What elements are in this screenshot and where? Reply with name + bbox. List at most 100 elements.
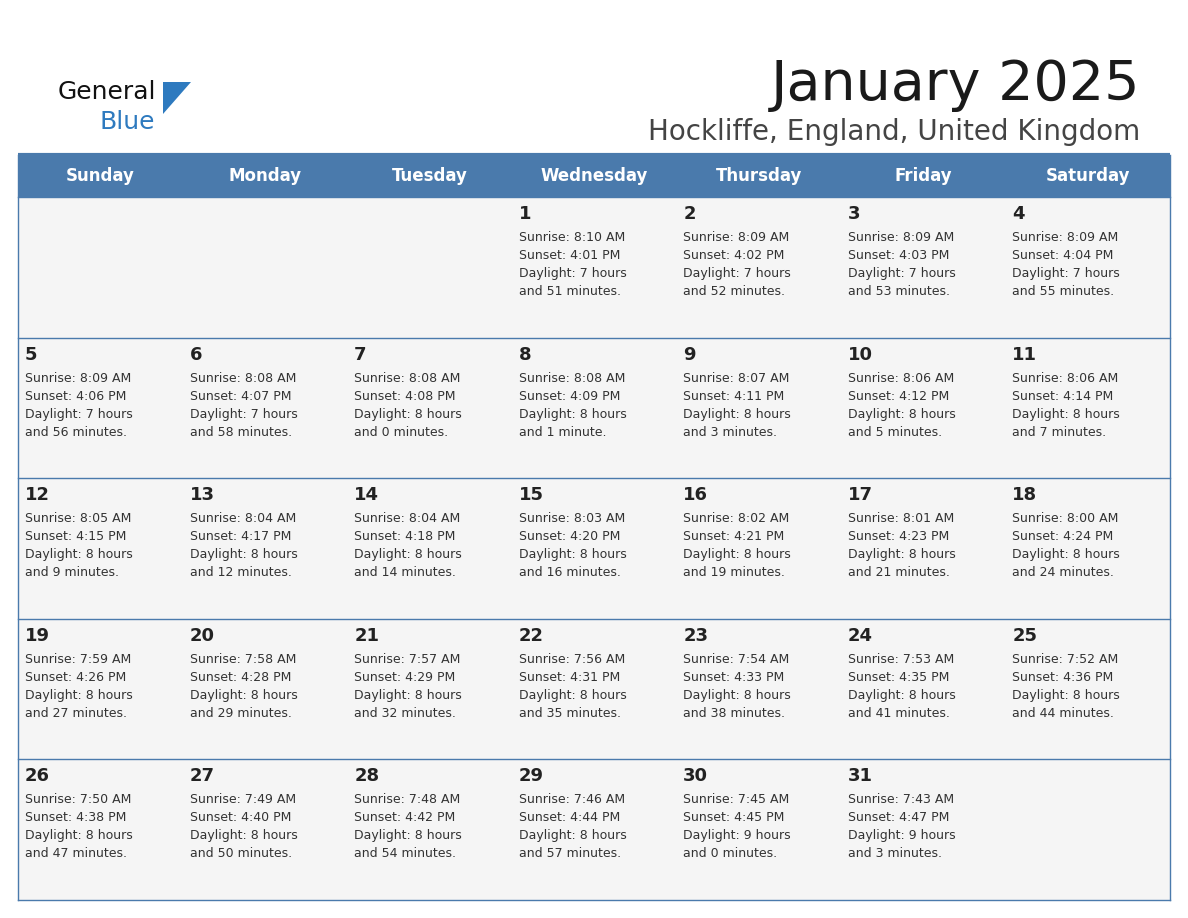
Text: Sunset: 4:08 PM: Sunset: 4:08 PM — [354, 389, 456, 403]
Text: Daylight: 8 hours: Daylight: 8 hours — [848, 548, 955, 561]
Bar — [1005, 338, 1170, 478]
Text: and 58 minutes.: and 58 minutes. — [190, 426, 292, 439]
Text: Sunrise: 7:52 AM: Sunrise: 7:52 AM — [1012, 653, 1119, 666]
Text: Daylight: 8 hours: Daylight: 8 hours — [354, 688, 462, 701]
Text: Sunrise: 7:46 AM: Sunrise: 7:46 AM — [519, 793, 625, 806]
Text: and 21 minutes.: and 21 minutes. — [848, 566, 949, 579]
Text: and 35 minutes.: and 35 minutes. — [519, 707, 620, 720]
Text: Sunset: 4:45 PM: Sunset: 4:45 PM — [683, 812, 784, 824]
Bar — [512, 478, 676, 619]
Text: Sunset: 4:23 PM: Sunset: 4:23 PM — [848, 531, 949, 543]
Text: 9: 9 — [683, 345, 696, 364]
Text: 28: 28 — [354, 767, 379, 786]
Text: Daylight: 8 hours: Daylight: 8 hours — [190, 829, 297, 843]
Text: Sunset: 4:06 PM: Sunset: 4:06 PM — [25, 389, 126, 403]
Text: 30: 30 — [683, 767, 708, 786]
Text: 23: 23 — [683, 627, 708, 644]
Text: Sunset: 4:26 PM: Sunset: 4:26 PM — [25, 671, 126, 684]
Text: Sunrise: 8:10 AM: Sunrise: 8:10 AM — [519, 231, 625, 244]
Text: Blue: Blue — [100, 110, 156, 134]
Text: Daylight: 8 hours: Daylight: 8 hours — [190, 688, 297, 701]
Text: Thursday: Thursday — [715, 167, 802, 185]
Text: Sunrise: 8:04 AM: Sunrise: 8:04 AM — [190, 512, 296, 525]
Bar — [183, 478, 347, 619]
Text: 18: 18 — [1012, 487, 1037, 504]
Text: and 50 minutes.: and 50 minutes. — [190, 847, 292, 860]
Text: and 3 minutes.: and 3 minutes. — [683, 426, 777, 439]
Text: Daylight: 8 hours: Daylight: 8 hours — [25, 829, 133, 843]
Text: Sunrise: 7:56 AM: Sunrise: 7:56 AM — [519, 653, 625, 666]
Text: Daylight: 8 hours: Daylight: 8 hours — [190, 548, 297, 561]
Text: 12: 12 — [25, 487, 50, 504]
Text: Sunset: 4:40 PM: Sunset: 4:40 PM — [190, 812, 291, 824]
Text: Sunrise: 8:09 AM: Sunrise: 8:09 AM — [683, 231, 790, 244]
Bar — [676, 155, 841, 197]
Bar — [18, 155, 183, 197]
Bar — [183, 759, 347, 900]
Text: 2: 2 — [683, 205, 696, 223]
Text: Sunset: 4:03 PM: Sunset: 4:03 PM — [848, 249, 949, 262]
Text: Sunrise: 7:57 AM: Sunrise: 7:57 AM — [354, 653, 461, 666]
Text: and 5 minutes.: and 5 minutes. — [848, 426, 942, 439]
Text: 13: 13 — [190, 487, 215, 504]
Text: and 0 minutes.: and 0 minutes. — [354, 426, 448, 439]
Text: Daylight: 7 hours: Daylight: 7 hours — [848, 267, 955, 280]
Text: and 16 minutes.: and 16 minutes. — [519, 566, 620, 579]
Text: Daylight: 8 hours: Daylight: 8 hours — [354, 548, 462, 561]
Text: and 56 minutes.: and 56 minutes. — [25, 426, 127, 439]
Text: and 52 minutes.: and 52 minutes. — [683, 285, 785, 298]
Bar — [347, 338, 512, 478]
Bar — [18, 197, 183, 338]
Text: Sunrise: 8:02 AM: Sunrise: 8:02 AM — [683, 512, 790, 525]
Text: and 41 minutes.: and 41 minutes. — [848, 707, 949, 720]
Bar — [841, 759, 1005, 900]
Text: Sunset: 4:29 PM: Sunset: 4:29 PM — [354, 671, 455, 684]
Text: Sunrise: 8:01 AM: Sunrise: 8:01 AM — [848, 512, 954, 525]
Text: Sunrise: 8:06 AM: Sunrise: 8:06 AM — [1012, 372, 1119, 385]
Text: Saturday: Saturday — [1045, 167, 1130, 185]
Text: Daylight: 8 hours: Daylight: 8 hours — [1012, 688, 1120, 701]
Text: Sunrise: 7:43 AM: Sunrise: 7:43 AM — [848, 793, 954, 806]
Text: Daylight: 8 hours: Daylight: 8 hours — [25, 688, 133, 701]
Bar — [676, 619, 841, 759]
Text: Sunrise: 7:58 AM: Sunrise: 7:58 AM — [190, 653, 296, 666]
Text: Sunset: 4:14 PM: Sunset: 4:14 PM — [1012, 389, 1113, 403]
Bar — [1005, 759, 1170, 900]
Text: Daylight: 7 hours: Daylight: 7 hours — [519, 267, 626, 280]
Text: 17: 17 — [848, 487, 873, 504]
Text: Daylight: 8 hours: Daylight: 8 hours — [1012, 548, 1120, 561]
Text: Sunset: 4:21 PM: Sunset: 4:21 PM — [683, 531, 784, 543]
Text: Sunset: 4:35 PM: Sunset: 4:35 PM — [848, 671, 949, 684]
Bar — [1005, 478, 1170, 619]
Text: Sunset: 4:44 PM: Sunset: 4:44 PM — [519, 812, 620, 824]
Bar — [512, 338, 676, 478]
Text: Sunday: Sunday — [65, 167, 134, 185]
Text: Daylight: 8 hours: Daylight: 8 hours — [519, 408, 626, 420]
Text: Sunrise: 7:48 AM: Sunrise: 7:48 AM — [354, 793, 461, 806]
Text: Daylight: 7 hours: Daylight: 7 hours — [190, 408, 297, 420]
Bar — [18, 759, 183, 900]
Text: Sunset: 4:12 PM: Sunset: 4:12 PM — [848, 389, 949, 403]
Text: and 47 minutes.: and 47 minutes. — [25, 847, 127, 860]
Text: 14: 14 — [354, 487, 379, 504]
Text: Sunrise: 8:04 AM: Sunrise: 8:04 AM — [354, 512, 461, 525]
Bar — [1005, 197, 1170, 338]
Text: Daylight: 7 hours: Daylight: 7 hours — [683, 267, 791, 280]
Text: Sunrise: 8:09 AM: Sunrise: 8:09 AM — [25, 372, 131, 385]
Text: Sunrise: 8:06 AM: Sunrise: 8:06 AM — [848, 372, 954, 385]
Text: 10: 10 — [848, 345, 873, 364]
Text: Daylight: 8 hours: Daylight: 8 hours — [848, 688, 955, 701]
Text: Sunset: 4:42 PM: Sunset: 4:42 PM — [354, 812, 455, 824]
Text: and 55 minutes.: and 55 minutes. — [1012, 285, 1114, 298]
Text: 29: 29 — [519, 767, 544, 786]
Text: 3: 3 — [848, 205, 860, 223]
Text: 7: 7 — [354, 345, 367, 364]
Bar — [512, 155, 676, 197]
Bar — [1005, 155, 1170, 197]
Text: and 0 minutes.: and 0 minutes. — [683, 847, 777, 860]
Text: 1: 1 — [519, 205, 531, 223]
Text: and 27 minutes.: and 27 minutes. — [25, 707, 127, 720]
Text: and 24 minutes.: and 24 minutes. — [1012, 566, 1114, 579]
Text: Sunset: 4:18 PM: Sunset: 4:18 PM — [354, 531, 455, 543]
Bar — [347, 155, 512, 197]
